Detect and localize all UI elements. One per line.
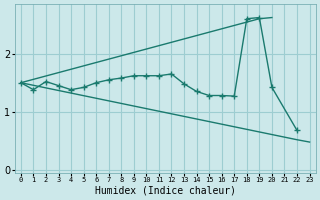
X-axis label: Humidex (Indice chaleur): Humidex (Indice chaleur): [95, 186, 236, 196]
